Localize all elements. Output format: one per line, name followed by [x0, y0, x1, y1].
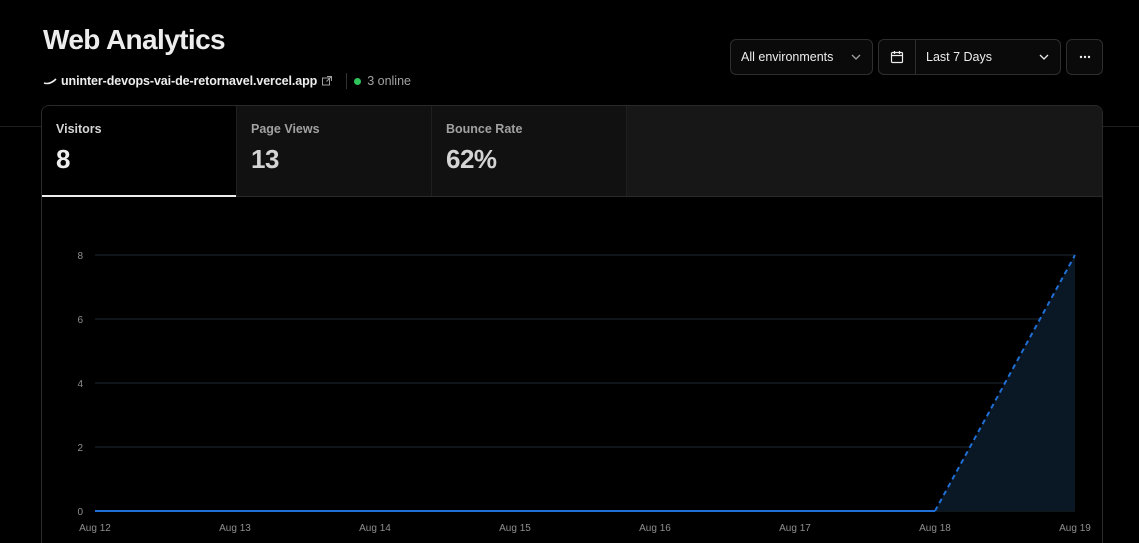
online-status-dot: [354, 77, 362, 85]
chevron-down-icon: [851, 54, 861, 60]
project-subline: uninter-devops-vai-de-retornavel.vercel.…: [43, 72, 411, 90]
environment-select-label: All environments: [741, 50, 834, 64]
tab-label: Visitors: [56, 122, 102, 136]
series-line-partial: [934, 254, 1076, 512]
tabs-filler: [627, 106, 1102, 196]
tab-page-views[interactable]: Page Views 13: [237, 106, 432, 196]
x-tick-label: Aug 18: [919, 523, 951, 534]
y-tick-label: 8: [77, 251, 83, 262]
x-tick-label: Aug 13: [219, 523, 251, 534]
x-tick-label: Aug 14: [359, 523, 391, 534]
calendar-icon: [890, 51, 904, 64]
x-tick-label: Aug 19: [1059, 523, 1091, 534]
y-tick-label: 0: [77, 507, 83, 518]
page-title: Web Analytics: [43, 24, 226, 55]
environment-select[interactable]: All environments: [730, 39, 873, 75]
date-range-label: Last 7 Days: [926, 50, 993, 64]
analytics-card: Visitors 8 Page Views 13 Bounce Rate 62%: [41, 105, 1103, 543]
tab-value: 8: [56, 144, 70, 174]
tab-value: 62%: [446, 144, 497, 174]
x-tick-label: Aug 17: [779, 523, 811, 534]
x-tick-label: Aug 16: [639, 523, 671, 534]
metric-tabs: Visitors 8 Page Views 13 Bounce Rate 62%: [42, 106, 1102, 197]
y-tick-label: 4: [77, 379, 83, 390]
tab-bounce-rate[interactable]: Bounce Rate 62%: [432, 106, 627, 196]
series-area: [95, 255, 1075, 511]
more-horizontal-icon: [1079, 55, 1090, 59]
y-tick-label: 2: [77, 443, 83, 454]
tab-value: 13: [251, 144, 279, 174]
date-range-select[interactable]: Last 7 Days: [916, 50, 1060, 64]
chevron-down-icon: [1039, 54, 1049, 60]
domain-link[interactable]: uninter-devops-vai-de-retornavel.vercel.…: [61, 74, 318, 88]
x-tick-label: Aug 12: [79, 523, 111, 534]
vercel-logo-icon: [43, 78, 57, 85]
date-range-picker[interactable]: Last 7 Days: [878, 39, 1061, 75]
toolbar: All environments Last 7 Days: [730, 39, 1103, 75]
calendar-button[interactable]: [879, 40, 916, 74]
tab-label: Page Views: [251, 122, 320, 136]
y-tick-label: 6: [77, 315, 83, 326]
tab-label: Bounce Rate: [446, 122, 523, 136]
external-link-icon[interactable]: [322, 76, 333, 86]
tab-visitors[interactable]: Visitors 8: [42, 106, 237, 197]
more-options-button[interactable]: [1066, 39, 1103, 75]
separator: [346, 73, 348, 89]
online-count: 3 online: [367, 74, 411, 88]
x-tick-label: Aug 15: [499, 523, 531, 534]
